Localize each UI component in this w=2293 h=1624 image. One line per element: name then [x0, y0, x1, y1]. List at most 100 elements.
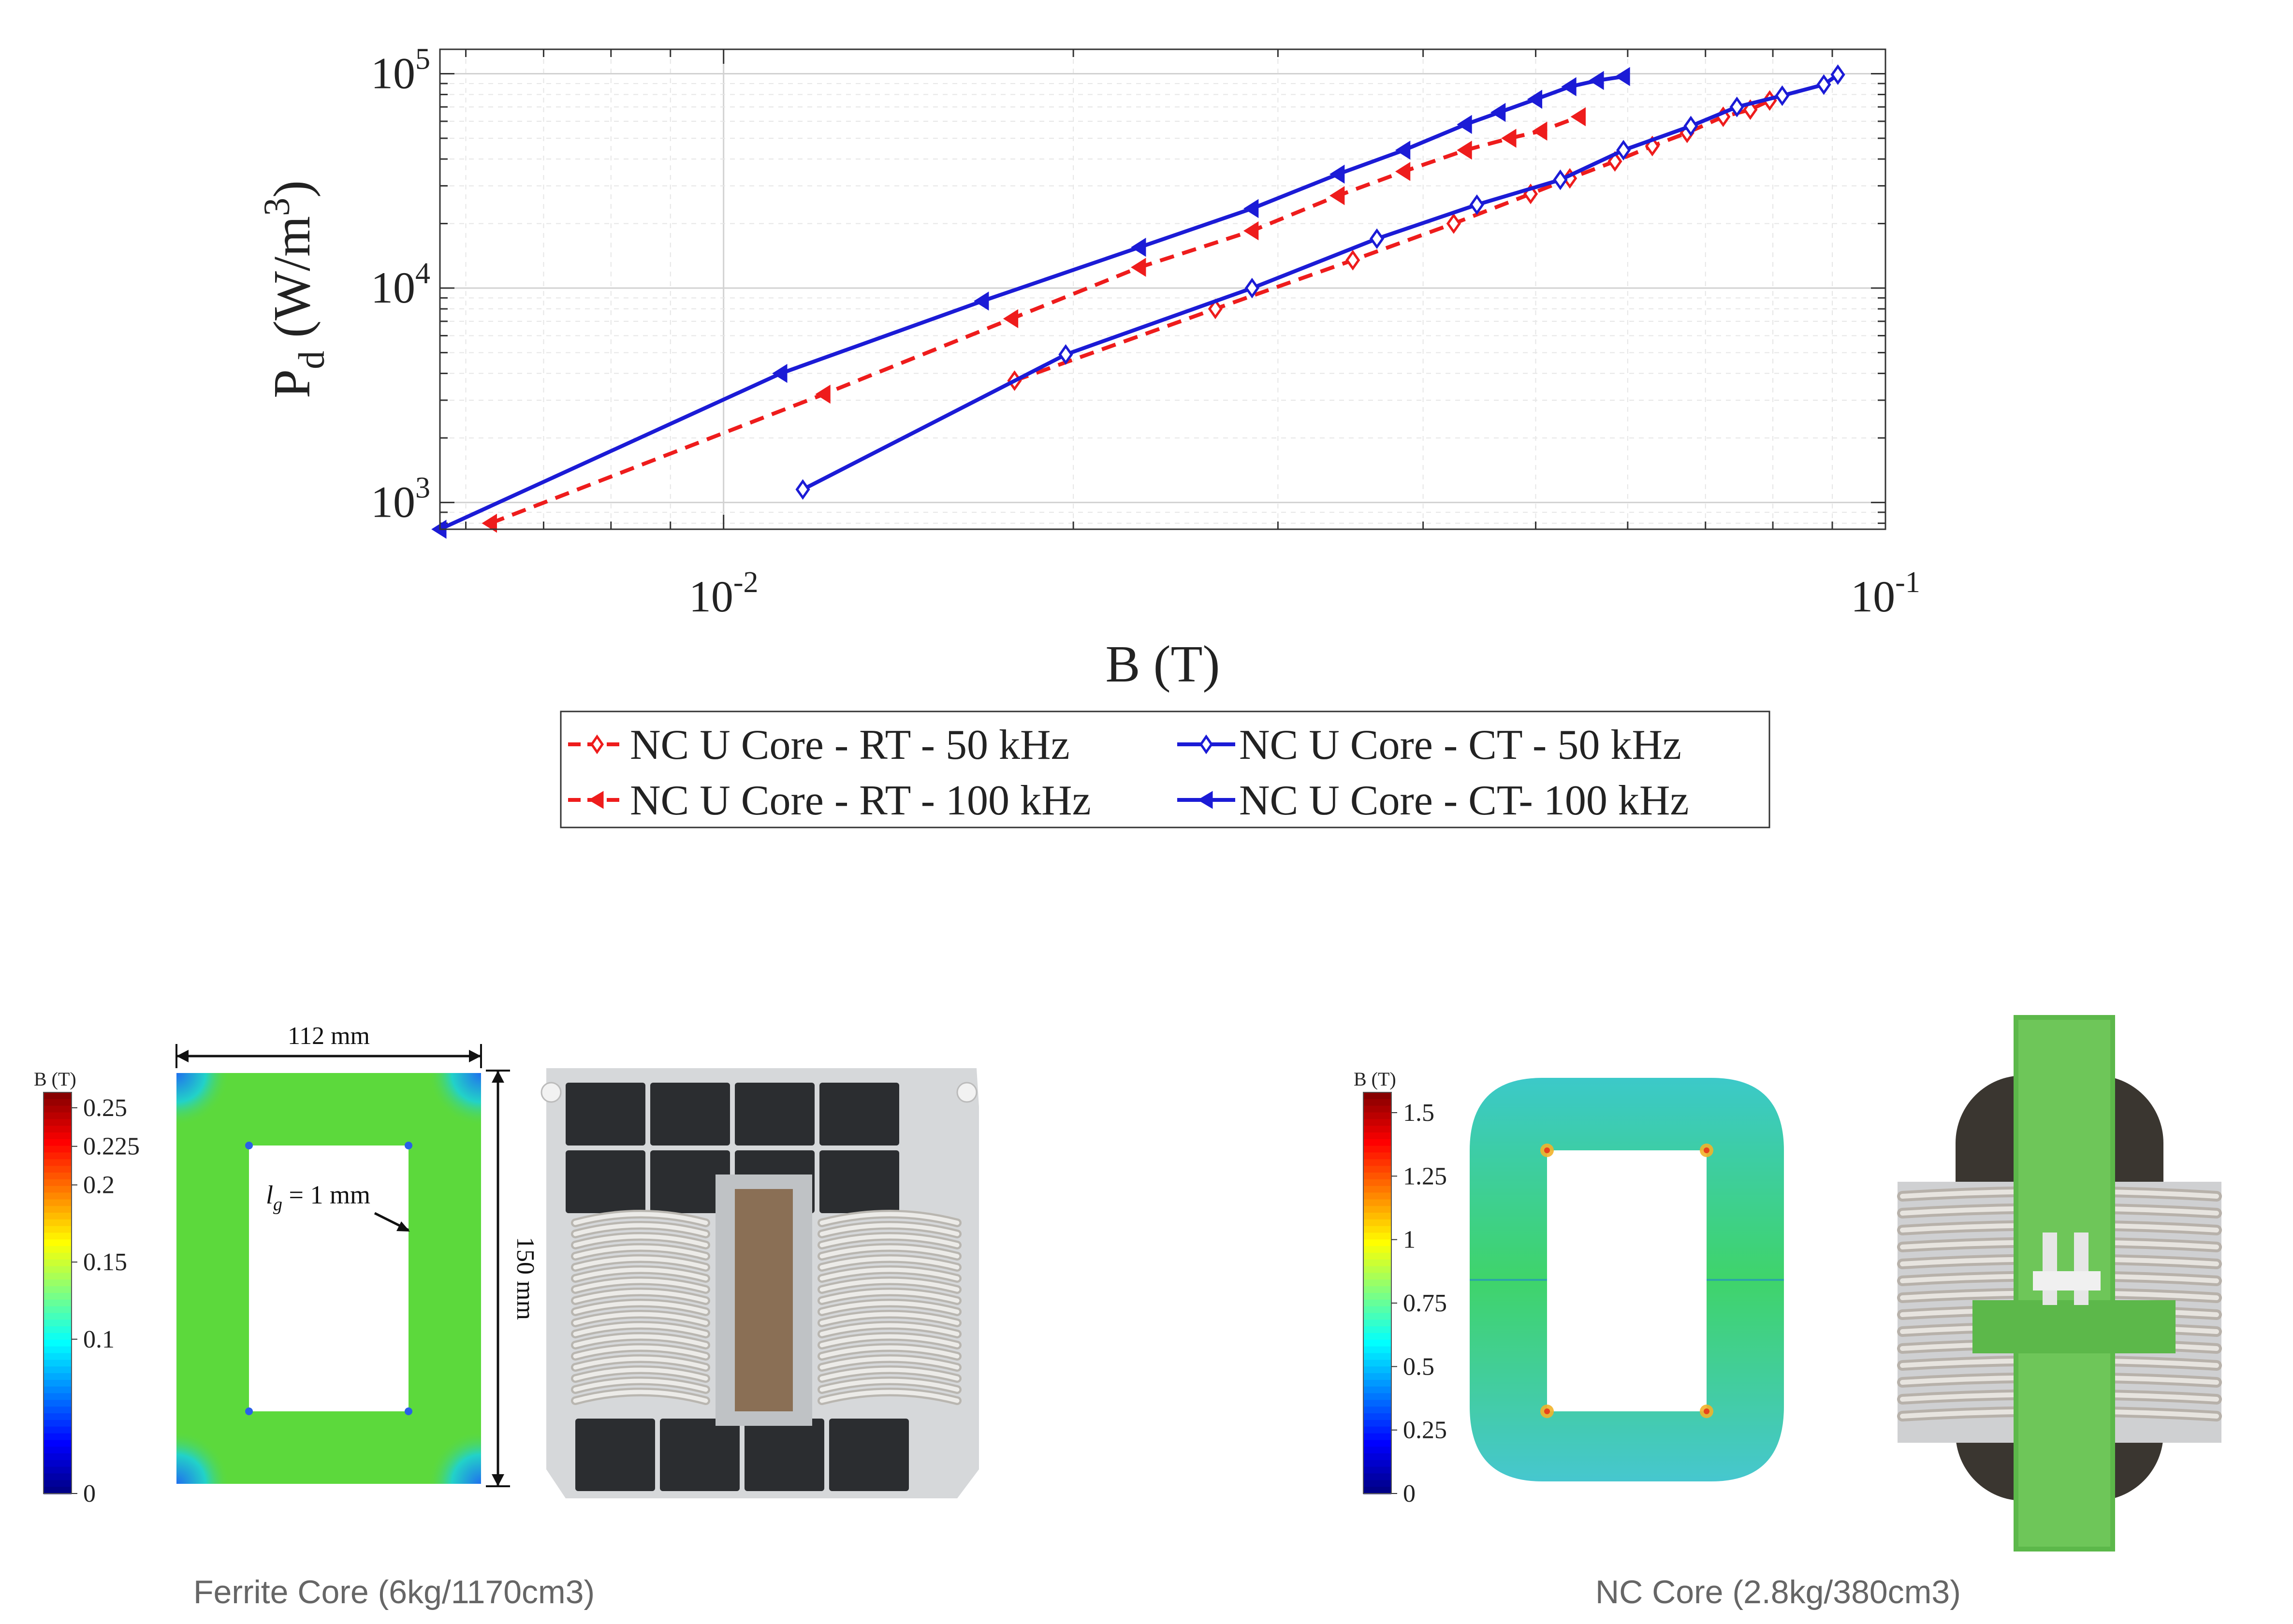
data-point — [1244, 277, 1259, 299]
legend-marker — [1198, 791, 1213, 809]
colorbar-segment — [44, 1099, 72, 1107]
ferrite-corner-field — [176, 1431, 230, 1484]
colorbar-segment — [1363, 1286, 1391, 1294]
ferrite-window-corner — [405, 1407, 412, 1415]
winding-highlight — [819, 1245, 960, 1259]
nc-nut-plate — [2033, 1271, 2101, 1290]
colorbar-segment — [1363, 1447, 1391, 1454]
colorbar-tick-label: 1.5 — [1403, 1099, 1434, 1127]
data-point — [1208, 298, 1223, 319]
colorbar-segment — [1363, 1400, 1391, 1407]
data-point — [1729, 96, 1744, 117]
legend-marker — [588, 791, 604, 809]
data-point — [1830, 64, 1845, 85]
colorbar-segment — [44, 1393, 72, 1401]
colorbar-segment — [1363, 1139, 1391, 1147]
colorbar-segment — [44, 1132, 72, 1140]
colorbar-segment — [1363, 1426, 1391, 1434]
legend-item: NC U Core - RT - 50 kHz — [568, 722, 1070, 768]
data-point — [1329, 186, 1345, 205]
winding-highlight — [819, 1334, 960, 1348]
data-point — [1570, 107, 1586, 127]
colorbar-segment — [1363, 1132, 1391, 1140]
height-label: 150 mm — [511, 1237, 539, 1320]
winding-highlight — [819, 1323, 960, 1336]
colorbar-segment — [44, 1186, 72, 1193]
colorbar-segment — [44, 1279, 72, 1287]
colorbar-segment — [1363, 1219, 1391, 1227]
ferrite-field-map — [176, 1073, 481, 1484]
data-point — [1589, 71, 1604, 90]
colorbar-segment — [44, 1139, 72, 1147]
colorbar-segment — [44, 1386, 72, 1394]
colorbar-segment — [1363, 1373, 1391, 1381]
data-point — [974, 291, 989, 311]
winding-highlight — [573, 1356, 708, 1370]
colorbar-segment — [1363, 1239, 1391, 1247]
photo-standoff — [956, 1082, 978, 1103]
colorbar-segment — [44, 1346, 72, 1354]
gap-label: lg = 1 mm — [266, 1180, 370, 1215]
winding-highlight — [819, 1290, 960, 1303]
series-line — [802, 73, 1839, 492]
nc-core-caption: NC Core (2.8kg/380cm3) — [1595, 1574, 1961, 1610]
colorbar-tick-label: 0.225 — [83, 1133, 140, 1160]
data-point — [1457, 140, 1472, 160]
winding-highlight — [573, 1334, 708, 1348]
y-axis-label: Pd (W/m3) — [257, 180, 332, 398]
colorbar-segment — [1363, 1440, 1391, 1448]
data-point — [795, 479, 810, 500]
colorbar-tick-label: 0.25 — [1403, 1417, 1447, 1444]
legend-marker — [1199, 734, 1213, 754]
colorbar-segment — [44, 1273, 72, 1280]
data-point — [1490, 102, 1506, 122]
colorbar-segment — [1363, 1126, 1391, 1133]
colorbar-segment — [1363, 1173, 1391, 1180]
ferrite-window-corner — [245, 1142, 253, 1149]
colorbar-segment — [44, 1166, 72, 1174]
colorbar-segment — [44, 1159, 72, 1167]
colorbar-segment — [1363, 1273, 1391, 1280]
colorbar-segment — [1363, 1360, 1391, 1367]
colorbar-segment — [1363, 1433, 1391, 1441]
colorbar-segment — [1363, 1259, 1391, 1267]
colorbar-segment — [1363, 1279, 1391, 1287]
winding-highlight — [573, 1212, 708, 1225]
colorbar-segment — [1363, 1146, 1391, 1153]
colorbar-segment — [44, 1333, 72, 1341]
winding-highlight — [819, 1356, 960, 1370]
nc-hotspot-center — [1544, 1147, 1550, 1153]
colorbar-segment — [1363, 1192, 1391, 1200]
colorbar-tick-label: 0 — [83, 1480, 96, 1508]
data-point — [1446, 213, 1461, 234]
gap-pointer-head — [396, 1221, 410, 1232]
series-4 — [431, 67, 1630, 539]
colorbar-segment — [44, 1440, 72, 1448]
width-label: 112 mm — [288, 1022, 370, 1050]
colorbar-segment — [1363, 1313, 1391, 1320]
colorbar-segment — [1363, 1246, 1391, 1254]
colorbar-segment — [44, 1092, 72, 1100]
data-point — [1243, 221, 1259, 241]
data-point — [1775, 85, 1790, 106]
width-arrow-right — [469, 1050, 481, 1062]
colorbar-segment — [44, 1179, 72, 1187]
width-arrow-left — [176, 1050, 189, 1062]
colorbar-segment — [1363, 1199, 1391, 1207]
ferrite-block — [819, 1083, 899, 1146]
colorbar-segment — [44, 1239, 72, 1247]
winding-highlight — [573, 1367, 708, 1381]
nc-field-map — [1470, 1078, 1784, 1481]
colorbar-segment — [44, 1299, 72, 1307]
data-point — [1131, 258, 1146, 277]
colorbar-segment — [44, 1173, 72, 1180]
series-line — [1014, 99, 1771, 383]
colorbar-segment — [1363, 1386, 1391, 1394]
ferrite-block — [566, 1083, 645, 1146]
colorbar-tick-label: 0.2 — [83, 1172, 115, 1199]
winding-highlight — [819, 1367, 960, 1381]
ferrite-dimensions: 112 mm 150 mm lg = 1 mm — [175, 1022, 539, 1487]
ferrite-block — [745, 1419, 824, 1491]
colorbar-segment — [1363, 1353, 1391, 1361]
